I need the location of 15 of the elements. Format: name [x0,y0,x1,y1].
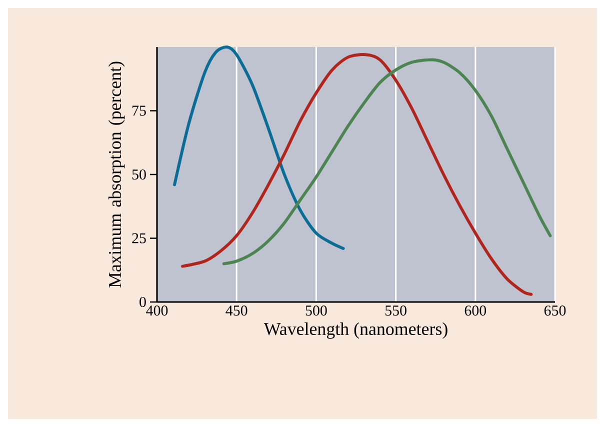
line-series [180,53,533,296]
x-tick-label: 650 [544,306,566,316]
y-tick-label: 75 [132,106,146,116]
y-tick-label: 50 [132,169,146,180]
x-tick-label: 600 [464,306,486,316]
x-axis-title: Wavelength (nanometers) [264,322,448,339]
line-series [222,58,552,266]
x-tick-label: 550 [385,306,406,316]
y-axis-title: Maximum absorption (percent) [108,62,125,288]
x-tick-label: 450 [226,306,248,316]
y-tick-label: 0 [140,296,146,308]
line-series [173,46,345,250]
y-tick-label: 25 [132,233,146,244]
x-tick-label: 400 [146,306,168,316]
x-tick-label: 500 [306,306,327,316]
